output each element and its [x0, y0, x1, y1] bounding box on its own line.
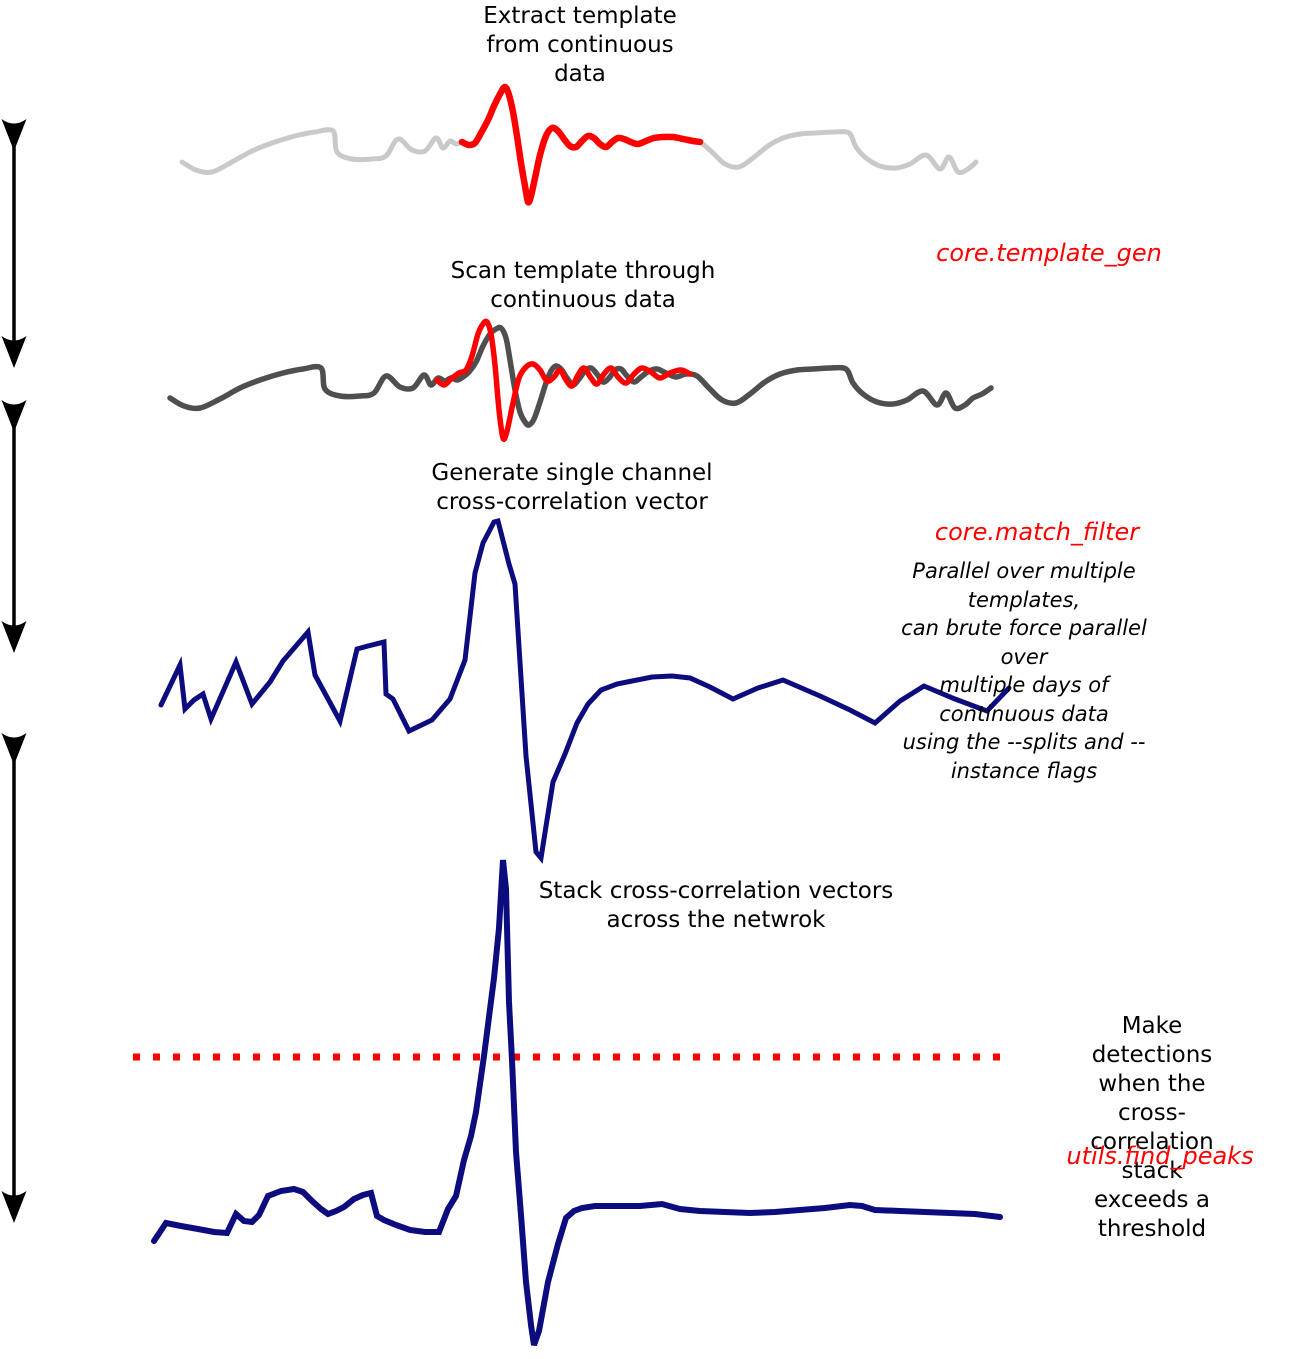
detection-note: Make detections when the cross-correlati… [1090, 1013, 1214, 1242]
step2-title: Scan template through continuous data [450, 258, 716, 313]
module-label-find-peaks: utils.find_peaks [1066, 1142, 1254, 1170]
flow-arrow-1-head-top [1, 119, 27, 151]
single-channel-correlation-vector [158, 517, 1012, 864]
step1-title: Extract template from continuous data [483, 3, 677, 87]
parallel-note: Parallel over multiple templates, can br… [901, 559, 1147, 783]
flow-arrow-2-head-bottom [1, 621, 27, 653]
flow-arrow-3-head-top [1, 733, 27, 765]
flow-arrow-1-head-bottom [1, 336, 27, 368]
module-label-template-gen: core.template_gen [936, 239, 1162, 267]
flow-arrow-3-head-bottom [1, 1191, 27, 1223]
scanning-template-overlay [434, 318, 693, 442]
stacked-correlation-vector [151, 859, 1003, 1347]
module-label-match-filter: core.match_filter [934, 518, 1140, 546]
continuous-data-dark [167, 324, 994, 428]
extracted-template-highlight [458, 83, 704, 206]
step4-title: Stack cross-correlation vectors across t… [538, 878, 894, 933]
step3-title: Generate single channel cross-correlatio… [431, 460, 713, 515]
flow-arrow-2-head-top [1, 400, 27, 432]
